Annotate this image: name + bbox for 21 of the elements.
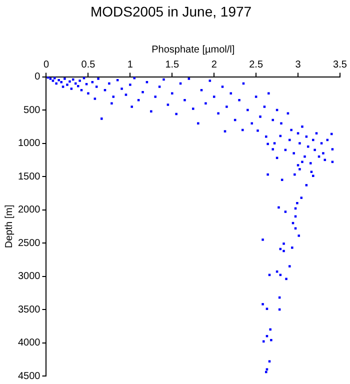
x-axis-title: Phosphate [µmol/l]: [152, 44, 235, 56]
x-tick-label: 2.5: [249, 60, 264, 71]
y-tick-label: 1500: [18, 171, 41, 182]
x-tick-label: 3.5: [333, 60, 348, 71]
y-tick-label: 3500: [18, 304, 41, 316]
x-tick-label: 1: [127, 60, 134, 71]
chart-title: MODS2005 in June, 1977: [90, 3, 252, 20]
x-tick-label: 3: [295, 60, 302, 71]
y-axis-title: Depth [m]: [4, 204, 15, 248]
y-tick-label: 0: [34, 72, 41, 83]
y-tick-label: 500: [24, 104, 41, 116]
y-tick-label: 3000: [18, 271, 41, 282]
y-tick-label: 2500: [18, 238, 41, 249]
y-tick-label: 4500: [18, 370, 41, 382]
y-tick-label: 1000: [18, 138, 41, 150]
y-tick-label: 2000: [18, 204, 41, 216]
x-tick-label: 0.5: [81, 60, 96, 71]
y-tick-label: 4000: [18, 338, 41, 349]
x-tick-label: 0: [43, 60, 50, 71]
x-tick-label: 1.5: [165, 60, 180, 71]
x-tick-label: 2: [211, 60, 218, 71]
